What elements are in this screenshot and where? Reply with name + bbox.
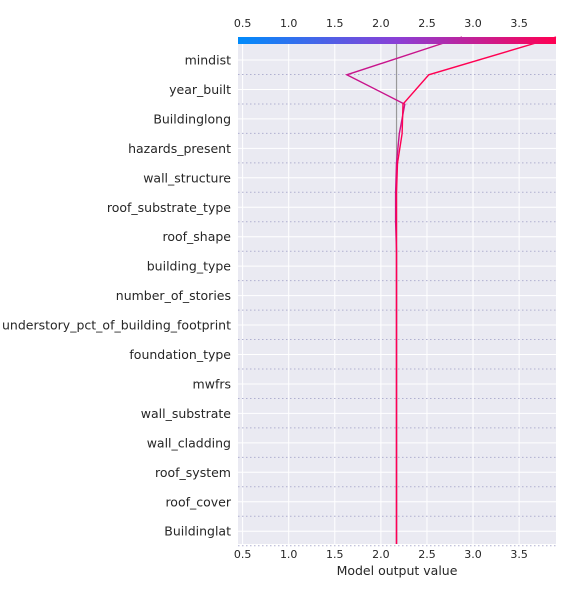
feature-label: wall_structure bbox=[143, 170, 231, 185]
x-tick-label-top: 0.5 bbox=[234, 17, 252, 30]
feature-label: Buildinglong bbox=[153, 111, 231, 126]
feature-label: understory_pct_of_building_footprint bbox=[2, 318, 231, 333]
feature-label: Buildinglat bbox=[164, 524, 231, 539]
x-tick-label: 0.5 bbox=[234, 548, 252, 561]
grid bbox=[242, 37, 520, 544]
feature-label: foundation_type bbox=[129, 347, 231, 362]
x-tick-label-top: 2.0 bbox=[372, 17, 390, 30]
feature-label: year_built bbox=[169, 82, 231, 97]
x-tick-label-top: 3.0 bbox=[464, 17, 482, 30]
colorbar bbox=[238, 37, 556, 44]
x-tick-label-top: 1.0 bbox=[280, 17, 298, 30]
feature-label: roof_cover bbox=[165, 494, 231, 509]
feature-label: building_type bbox=[147, 259, 232, 274]
feature-label: mindist bbox=[185, 53, 231, 68]
feature-label: hazards_present bbox=[128, 141, 231, 156]
feature-label: roof_shape bbox=[162, 229, 231, 244]
x-tick-label: 2.5 bbox=[418, 548, 436, 561]
x-tick-label: 2.0 bbox=[372, 548, 390, 561]
feature-label: wall_cladding bbox=[147, 435, 231, 450]
feature-labels: mindist year_built Buildinglong hazards_pre… bbox=[2, 53, 232, 539]
feature-label: number_of_stories bbox=[116, 288, 231, 303]
decision-line bbox=[395, 36, 557, 544]
feature-label: wall_substrate bbox=[141, 406, 232, 421]
x-tick-label: 3.0 bbox=[464, 548, 482, 561]
x-tick-label-top: 1.5 bbox=[326, 17, 344, 30]
x-tick-label: 1.0 bbox=[280, 548, 298, 561]
x-tick-label: 1.5 bbox=[326, 548, 344, 561]
x-axis-label: Model output value bbox=[337, 563, 458, 578]
x-tick-label-top: 3.5 bbox=[510, 17, 528, 30]
feature-label: mwfrs bbox=[193, 376, 231, 391]
feature-label: roof_substrate_type bbox=[107, 200, 231, 215]
x-tick-label-top: 2.5 bbox=[418, 17, 436, 30]
x-ticks: 0.5 0.5 1.0 1.0 1.5 1.5 2.0 2.0 2.5 2.5 3.0 3.0 3.5 3… bbox=[234, 17, 528, 561]
x-tick-label: 3.5 bbox=[510, 548, 528, 561]
feature-label: roof_system bbox=[155, 465, 231, 480]
decision-lines bbox=[344, 36, 557, 544]
